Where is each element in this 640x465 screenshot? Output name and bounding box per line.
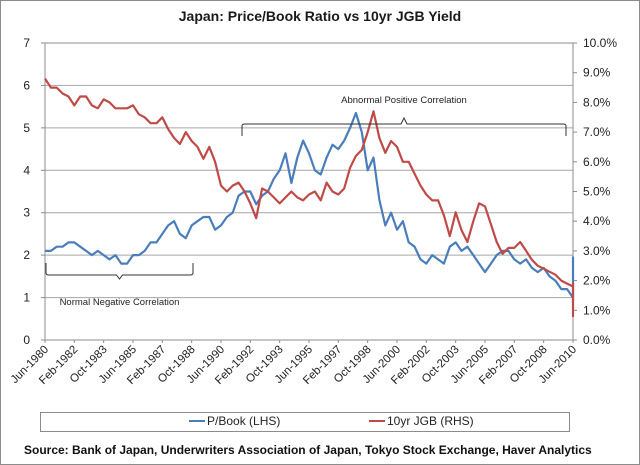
y-axis-right-ticks: 0.0% 1.0% 2.0% 3.0% 4.0% 5.0% 6.0% 7.0% 8.0% 9.0%… bbox=[573, 36, 617, 347]
y-tick-label-left: 5 bbox=[23, 121, 30, 135]
plot-area-border bbox=[44, 42, 574, 341]
axes bbox=[44, 42, 574, 341]
legend-item-pbook: P/Book (LHS) bbox=[189, 414, 280, 428]
y-tick-label-left: 3 bbox=[23, 206, 30, 220]
y-tick-label-left: 7 bbox=[23, 36, 30, 50]
y-tick-label-right: 9.0% bbox=[583, 66, 611, 80]
y-tick-label-right: 6.0% bbox=[583, 155, 611, 169]
legend-label-pbook: P/Book (LHS) bbox=[207, 414, 281, 428]
y-tick-label-left: 1 bbox=[23, 291, 30, 305]
y-tick-label-left: 2 bbox=[23, 248, 30, 262]
gridlines bbox=[45, 84, 573, 299]
series-line-pbook bbox=[45, 111, 575, 303]
legend-label-jgb: 10yr JGB (RHS) bbox=[387, 414, 474, 428]
y-tick-label-left: 4 bbox=[23, 163, 30, 177]
y-tick-label-right: 10.0% bbox=[583, 36, 617, 50]
annotations: Normal Negative Correlation Abnormal Posi… bbox=[45, 95, 567, 308]
series-lines bbox=[44, 77, 575, 318]
legend-swatch-pbook bbox=[189, 420, 205, 422]
legend: P/Book (LHS) 10yr JGB (RHS) bbox=[40, 412, 570, 432]
y-axis-left-ticks: 0 1 2 3 4 5 6 7 bbox=[23, 36, 45, 347]
y-tick-label-right: 8.0% bbox=[583, 95, 611, 109]
annotation-brace-normal bbox=[45, 263, 194, 280]
y-tick-label-right: 1.0% bbox=[583, 303, 611, 317]
y-tick-label-right: 7.0% bbox=[583, 125, 611, 139]
series-line-jgb bbox=[44, 77, 575, 318]
y-tick-label-right: 5.0% bbox=[583, 185, 611, 199]
y-tick-label-right: 4.0% bbox=[583, 214, 611, 228]
y-tick-label-right: 3.0% bbox=[583, 244, 611, 258]
source-note: Source: Bank of Japan, Underwriters Asso… bbox=[24, 443, 592, 457]
y-tick-label-right: 2.0% bbox=[583, 274, 611, 288]
annotation-brace-abnormal bbox=[241, 116, 567, 136]
x-axis-ticks: Jun-1980Feb-1982Oct-1983Jun-1985Feb-1987… bbox=[9, 340, 579, 387]
legend-swatch-jgb bbox=[369, 420, 385, 422]
y-tick-label-right: 0.0% bbox=[583, 333, 611, 347]
y-tick-label-left: 6 bbox=[23, 78, 30, 92]
chart-title: Japan: Price/Book Ratio vs 10yr JGB Yiel… bbox=[178, 8, 462, 24]
annotation-label-normal: Normal Negative Correlation bbox=[60, 297, 180, 308]
annotation-label-abnormal: Abnormal Positive Correlation bbox=[341, 95, 467, 106]
y-tick-label-left: 0 bbox=[23, 333, 30, 347]
legend-item-jgb: 10yr JGB (RHS) bbox=[369, 414, 474, 428]
